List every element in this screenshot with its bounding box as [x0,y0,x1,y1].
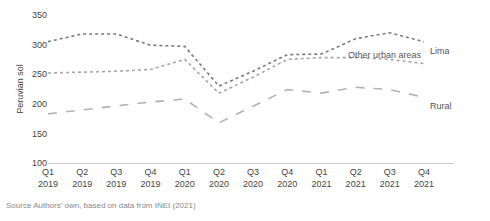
svg-text:100: 100 [32,158,47,168]
svg-text:350: 350 [32,10,47,20]
svg-text:Rural: Rural [430,101,452,111]
svg-text:Peruvian sol: Peruvian sol [15,64,25,114]
svg-text:250: 250 [32,69,47,79]
svg-text:Q22019: Q22019 [72,167,92,189]
svg-text:150: 150 [32,129,47,139]
svg-text:Q32019: Q32019 [106,167,126,189]
svg-text:Q42019: Q42019 [141,167,161,189]
svg-text:Q32021: Q32021 [380,167,400,189]
svg-text:Source Authors' own, based on: Source Authors' own, based on data from … [6,201,196,210]
svg-text:200: 200 [32,99,47,109]
svg-text:Q22021: Q22021 [346,167,366,189]
svg-text:Q32020: Q32020 [243,167,263,189]
svg-text:Q22020: Q22020 [209,167,229,189]
svg-text:Q42020: Q42020 [277,167,297,189]
svg-text:Q12019: Q12019 [38,167,58,189]
svg-text:Q12020: Q12020 [175,167,195,189]
svg-text:300: 300 [32,40,47,50]
svg-text:Q42021: Q42021 [414,167,434,189]
svg-text:Lima: Lima [430,46,450,56]
svg-text:Q12021: Q12021 [311,167,331,189]
svg-text:Other urban areas: Other urban areas [348,50,422,60]
